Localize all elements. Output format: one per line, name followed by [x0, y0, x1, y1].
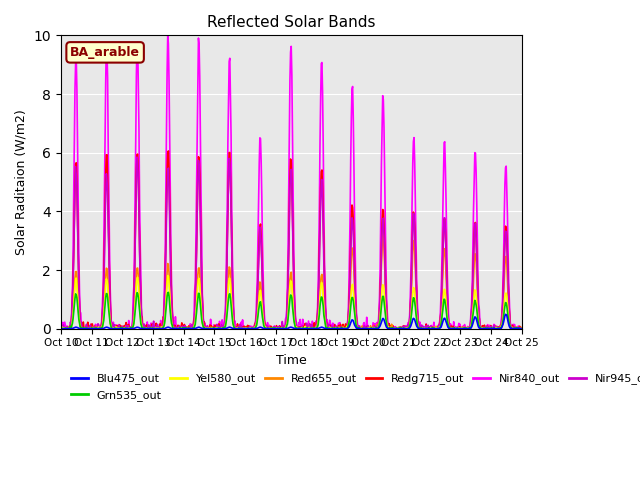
- Nir840_out: [58, 326, 65, 332]
- Line: Nir840_out: Nir840_out: [61, 35, 521, 329]
- Nir840_out: [348, 114, 355, 120]
- Redg715_out: [348, 218, 355, 224]
- Red655_out: [160, 320, 168, 326]
- Yel580_out: [164, 273, 172, 278]
- Grn535_out: [113, 326, 120, 332]
- Redg715_out: [164, 148, 172, 154]
- Red655_out: [59, 326, 67, 332]
- Grn535_out: [164, 289, 172, 295]
- Redg715_out: [57, 325, 65, 331]
- Blu475_out: [65, 326, 73, 332]
- Text: BA_arable: BA_arable: [70, 46, 140, 59]
- Line: Nir945_out: Nir945_out: [61, 157, 521, 329]
- Yel580_out: [159, 324, 167, 330]
- Nir945_out: [160, 312, 168, 318]
- Nir945_out: [184, 325, 192, 331]
- Red655_out: [113, 326, 121, 332]
- Grn535_out: [65, 325, 73, 331]
- Nir945_out: [517, 326, 525, 332]
- Nir840_out: [517, 326, 525, 332]
- Nir945_out: [347, 251, 355, 256]
- Line: Yel580_out: Yel580_out: [61, 276, 521, 329]
- Nir840_out: [361, 326, 369, 332]
- Blu475_out: [517, 326, 525, 332]
- Line: Redg715_out: Redg715_out: [61, 151, 521, 329]
- Blu475_out: [360, 326, 367, 332]
- Line: Blu475_out: Blu475_out: [61, 314, 521, 329]
- Red655_out: [66, 325, 74, 331]
- Redg715_out: [517, 324, 525, 330]
- Nir840_out: [57, 324, 65, 329]
- Redg715_out: [113, 323, 121, 328]
- Blu475_out: [346, 322, 354, 327]
- Yel580_out: [113, 325, 120, 331]
- Yel580_out: [57, 326, 65, 332]
- Redg715_out: [58, 326, 65, 332]
- Grn535_out: [360, 326, 368, 332]
- Legend: Blu475_out, Grn535_out, Yel580_out, Red655_out, Redg715_out, Nir840_out, Nir945_: Blu475_out, Grn535_out, Yel580_out, Red6…: [67, 369, 640, 405]
- Nir945_out: [65, 325, 73, 331]
- Blu475_out: [113, 326, 120, 332]
- Nir945_out: [113, 326, 120, 332]
- Yel580_out: [184, 326, 192, 332]
- Red655_out: [347, 270, 355, 276]
- Nir945_out: [57, 326, 65, 332]
- Redg715_out: [66, 323, 74, 328]
- Grn535_out: [347, 304, 355, 310]
- Red655_out: [380, 232, 387, 238]
- Red655_out: [184, 326, 192, 332]
- Nir945_out: [133, 154, 141, 160]
- X-axis label: Time: Time: [276, 354, 307, 367]
- Title: Reflected Solar Bands: Reflected Solar Bands: [207, 15, 376, 30]
- Nir840_out: [185, 324, 193, 330]
- Yel580_out: [65, 325, 73, 331]
- Blu475_out: [57, 326, 65, 332]
- Grn535_out: [184, 326, 192, 332]
- Nir840_out: [66, 326, 74, 332]
- Nir840_out: [160, 302, 168, 308]
- Line: Red655_out: Red655_out: [61, 235, 521, 329]
- Nir945_out: [360, 323, 368, 329]
- Grn535_out: [57, 326, 65, 332]
- Nir840_out: [164, 32, 172, 37]
- Redg715_out: [160, 315, 168, 321]
- Red655_out: [57, 325, 65, 331]
- Redg715_out: [361, 325, 369, 331]
- Y-axis label: Solar Raditaion (W/m2): Solar Raditaion (W/m2): [15, 109, 28, 255]
- Red655_out: [360, 326, 368, 332]
- Blu475_out: [159, 326, 167, 332]
- Yel580_out: [347, 296, 355, 302]
- Yel580_out: [360, 326, 368, 332]
- Blu475_out: [502, 312, 509, 317]
- Red655_out: [517, 325, 525, 331]
- Blu475_out: [184, 326, 191, 332]
- Grn535_out: [517, 326, 525, 332]
- Yel580_out: [517, 326, 525, 332]
- Grn535_out: [159, 324, 167, 330]
- Redg715_out: [185, 323, 193, 329]
- Nir840_out: [113, 326, 121, 332]
- Line: Grn535_out: Grn535_out: [61, 292, 521, 329]
